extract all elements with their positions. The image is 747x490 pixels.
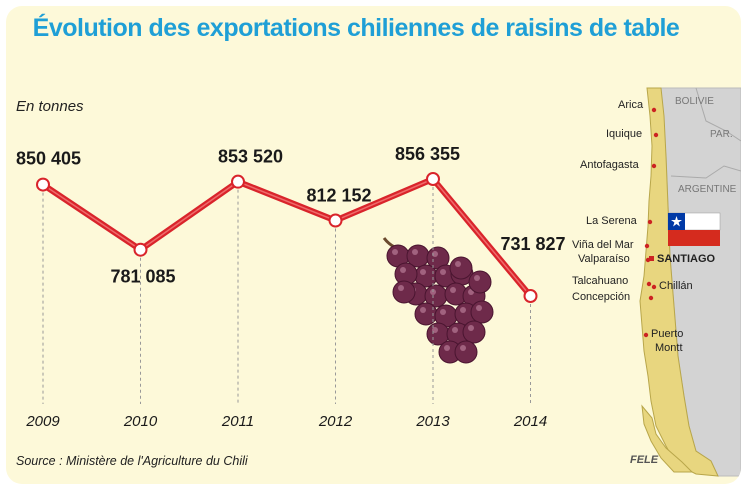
x-tick-label: 2014 (513, 413, 547, 430)
data-point (426, 172, 440, 186)
grape-highlight (476, 305, 482, 311)
grape-highlight (474, 275, 480, 281)
grape-berry (462, 320, 486, 344)
x-axis-tick-labels: 2009 2010 2011 2012 2013 2014 (25, 413, 547, 430)
city-marker (653, 132, 659, 138)
data-point (523, 289, 538, 303)
map-city-label: Talcahuano (572, 275, 628, 287)
grape-highlight (392, 249, 398, 255)
map-labels: BOLIVIE PAR. ARGENTINE Arica Iquique Antofaga… (572, 96, 737, 354)
map-country-label: BOLIVIE (675, 96, 714, 107)
chart-frame: 850 405 781 085 853 520 812 152 856 355 731 8… (6, 6, 741, 484)
data-label: 781 085 (111, 267, 176, 287)
data-point (328, 213, 343, 228)
guide-lines (42, 187, 531, 404)
source-note: Source : Ministère de l'Agriculture du C… (16, 454, 248, 468)
x-tick-label: 2011 (221, 413, 254, 430)
chile-flag-icon (667, 212, 721, 246)
map-country-label: PAR. (710, 129, 733, 140)
border-line (695, 87, 741, 142)
data-labels: 850 405 781 085 853 520 812 152 856 355 731 8… (16, 144, 566, 287)
grape-berry (454, 340, 478, 364)
data-label: 850 405 (16, 149, 81, 169)
data-label: 856 355 (395, 144, 460, 164)
city-marker (651, 163, 657, 169)
grape-highlight (440, 269, 446, 275)
data-label: 812 152 (307, 186, 372, 206)
map-city-label: La Serena (586, 215, 638, 227)
city-marker (646, 281, 652, 287)
grape-berry (449, 256, 473, 280)
grape-berry (392, 280, 416, 304)
grape-highlight (444, 345, 450, 351)
data-point (133, 242, 148, 257)
chart-svg: 850 405 781 085 853 520 812 152 856 355 731 8… (16, 87, 741, 477)
grape-highlight (440, 309, 446, 315)
chilean-coast-islands (641, 404, 694, 473)
grape-highlight (468, 325, 474, 331)
border-line (670, 165, 741, 179)
grape-berry (468, 270, 492, 294)
city-marker (648, 295, 654, 301)
grape-berry (470, 300, 494, 324)
grape-highlight (460, 345, 466, 351)
x-tick-label: 2012 (318, 413, 353, 430)
data-label: 853 520 (218, 147, 283, 167)
city-marker (651, 107, 657, 113)
chart-title: Évolution des exportations chiliennes de… (32, 14, 680, 42)
city-marker (647, 219, 653, 225)
y-axis-unit: En tonnes (16, 98, 84, 115)
map-city-label: Viña del Mar (572, 239, 634, 251)
city-marker (651, 284, 657, 290)
map-city-label: Puerto Montt (651, 328, 683, 354)
series-line-highlight (42, 178, 532, 297)
grape-highlight (455, 261, 461, 267)
grape-highlight (452, 327, 458, 333)
map-city-label: Iquique (606, 128, 642, 140)
x-tick-label: 2013 (415, 413, 450, 430)
credit-logo: FELE (630, 454, 659, 466)
data-label: 731 827 (501, 234, 566, 254)
grape-highlight (420, 307, 426, 313)
grape-bunch-illustration (382, 237, 494, 364)
city-marker (644, 243, 650, 249)
map-capital-label: SANTIAGO (657, 253, 716, 265)
map-city-label: Chillán (659, 280, 693, 292)
map-city-label: Arica (618, 99, 644, 111)
x-tick-label: 2010 (123, 413, 158, 430)
map-country-label: ARGENTINE (678, 184, 737, 195)
map-city-label: Concepción (572, 291, 630, 303)
grape-highlight (420, 269, 426, 275)
capital-marker (649, 256, 654, 261)
data-point (231, 174, 245, 189)
city-marker (643, 332, 649, 338)
grape-highlight (412, 249, 418, 255)
data-point (36, 177, 50, 192)
map-city-label: Antofagasta (580, 159, 640, 171)
x-tick-label: 2009 (25, 413, 60, 430)
grape-highlight (398, 285, 404, 291)
map-city-label: Valparaíso (578, 253, 630, 265)
data-points (36, 172, 538, 303)
grape-berry (414, 302, 438, 326)
grape-highlight (460, 307, 466, 313)
grape-highlight (400, 267, 406, 273)
chile-map (639, 87, 741, 477)
grape-highlight (450, 287, 456, 293)
